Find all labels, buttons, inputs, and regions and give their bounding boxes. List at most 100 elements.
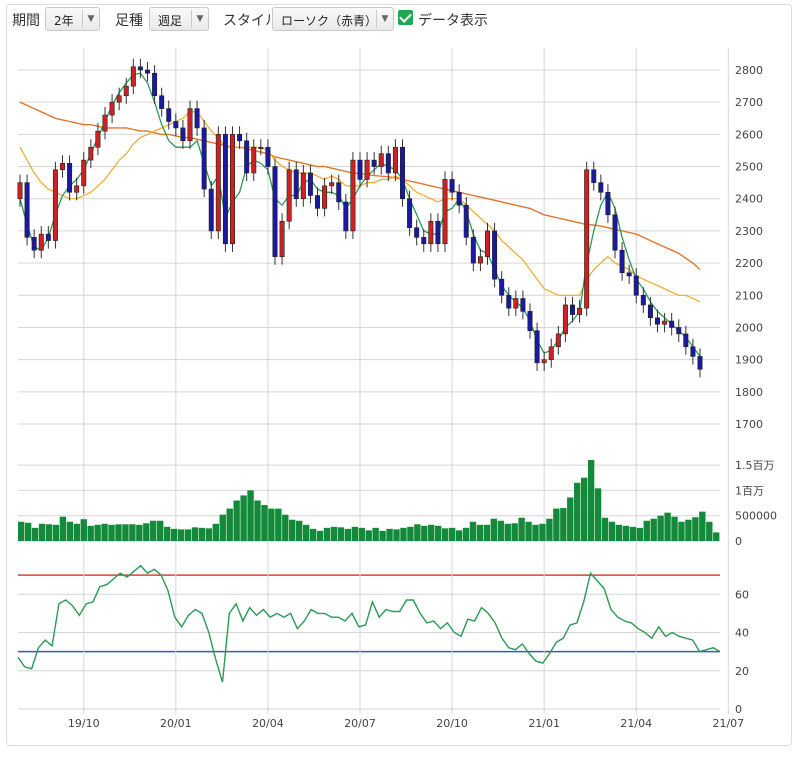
candle-body <box>265 146 271 167</box>
candle-body <box>364 159 370 180</box>
candle-body <box>534 330 540 364</box>
candle <box>88 139 94 169</box>
volume-bar <box>337 527 345 541</box>
volume-bar <box>601 517 609 541</box>
candle <box>655 309 660 333</box>
candle-body <box>477 256 483 264</box>
volume-bar <box>87 525 94 541</box>
volume-bar <box>713 532 720 541</box>
volume-bar <box>275 508 282 541</box>
volume-bar <box>31 527 39 541</box>
candle <box>123 78 129 104</box>
volume-bar <box>351 526 358 541</box>
volume-bar <box>136 524 143 541</box>
candle <box>584 161 590 317</box>
data-display-checkbox[interactable] <box>398 10 413 25</box>
candle-body <box>414 227 420 238</box>
volume-bar <box>386 528 393 541</box>
volume-bar <box>191 527 199 541</box>
candle-body <box>244 140 250 174</box>
candle <box>477 248 483 272</box>
candle-body <box>647 304 653 319</box>
candle <box>251 139 257 182</box>
volume-bar <box>157 520 164 541</box>
chevron-down-icon: ▼ <box>376 10 393 28</box>
volume-bar <box>94 524 101 541</box>
candle <box>548 338 554 368</box>
candle-body <box>145 69 150 74</box>
candle <box>605 184 611 223</box>
volume-bar <box>150 520 157 541</box>
volume-bar <box>490 518 498 541</box>
bar-type-select[interactable]: 週足 ▼ <box>149 7 209 31</box>
candle-body <box>676 327 682 335</box>
candle-body <box>392 146 398 174</box>
candle <box>428 213 434 252</box>
candle-body <box>336 182 342 203</box>
candle <box>45 226 51 249</box>
candle-body <box>24 182 30 238</box>
candle <box>81 152 87 194</box>
candle <box>116 87 122 111</box>
volume-bar <box>706 521 713 541</box>
candle-body <box>137 66 143 71</box>
candle <box>506 287 512 317</box>
candle <box>421 229 427 252</box>
candle-body <box>116 95 122 103</box>
volume-bar <box>24 522 32 541</box>
candle-body <box>300 172 306 200</box>
candle-body <box>88 146 94 161</box>
chart-toolbar: 期間 2年 ▼ 足種 週足 ▼ スタイル ローソク（赤青） ▼ データ表示 <box>0 0 800 36</box>
price-tick-label: 2200 <box>735 257 763 270</box>
candle-body <box>187 108 193 142</box>
style-label: スタイル <box>223 13 279 29</box>
volume-bar <box>365 530 372 541</box>
candle-body <box>272 166 278 257</box>
volume-bar <box>636 527 643 541</box>
price-tick-label: 2700 <box>735 96 763 109</box>
candle <box>315 187 320 217</box>
price-tick-label: 2400 <box>735 193 763 206</box>
candle <box>591 161 597 191</box>
volume-bar <box>455 530 463 541</box>
volume-bar <box>567 497 574 541</box>
candle <box>633 267 639 304</box>
volume-bar <box>344 528 352 541</box>
volume-bar <box>101 523 108 541</box>
period-select[interactable]: 2年 ▼ <box>45 7 100 31</box>
volume-bar <box>678 521 685 541</box>
period-value: 2年 <box>54 14 74 28</box>
style-select[interactable]: ローソク（赤青） ▼ <box>272 7 394 31</box>
volume-bar <box>247 490 254 541</box>
volume-bar <box>476 524 484 541</box>
candle <box>95 123 101 156</box>
candle-body <box>541 359 547 364</box>
volume-bar <box>330 526 338 541</box>
candle-body <box>194 108 200 129</box>
volume-bar <box>435 525 442 541</box>
volume-bar <box>699 511 706 541</box>
candle <box>499 271 505 304</box>
volume-bar <box>525 521 532 541</box>
volume-bar <box>594 488 602 541</box>
candle-body <box>690 346 696 357</box>
candle-body <box>45 233 51 241</box>
candle <box>102 107 108 140</box>
volume-bar <box>289 519 296 541</box>
volume-bar <box>469 521 477 541</box>
chevron-down-icon: ▼ <box>191 10 208 28</box>
volume-bar <box>170 528 178 541</box>
candle <box>541 351 547 371</box>
candle <box>286 161 292 230</box>
candle-body <box>435 220 441 245</box>
volume-bar <box>379 530 386 541</box>
volume-bar <box>608 521 616 541</box>
candle <box>485 222 490 265</box>
data-display-label[interactable]: データ表示 <box>418 13 488 29</box>
candle-body <box>81 159 87 187</box>
volume-bar <box>421 525 428 541</box>
candle <box>201 119 207 198</box>
candle <box>676 319 682 342</box>
candle <box>336 174 342 210</box>
candle <box>470 229 476 272</box>
